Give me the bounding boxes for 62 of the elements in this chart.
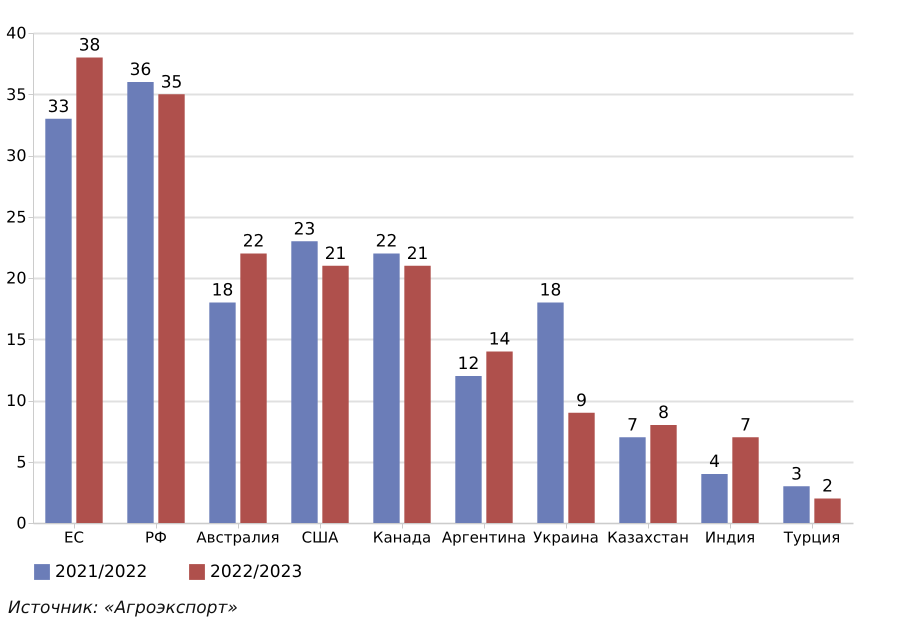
- data-label: 23: [294, 219, 316, 240]
- bar: [209, 302, 236, 523]
- data-label: 18: [212, 280, 234, 300]
- bar: [240, 254, 267, 523]
- y-tick-label: 35: [6, 84, 26, 104]
- data-label: 12: [458, 354, 480, 374]
- y-tick-label: 0: [16, 514, 26, 532]
- data-label: 18: [540, 280, 562, 300]
- data-label: 38: [78, 36, 100, 56]
- bar: [486, 352, 513, 523]
- x-tick-label: США: [302, 528, 340, 546]
- y-tick-label: 5: [16, 452, 26, 472]
- y-tick-label: 15: [6, 330, 26, 349]
- data-label: 7: [627, 415, 638, 436]
- y-tick-label: 30: [6, 146, 26, 165]
- x-tick-label: Турция: [782, 528, 840, 546]
- x-tick-label: РФ: [145, 528, 168, 546]
- bar: [127, 82, 154, 523]
- data-label: 33: [48, 96, 70, 117]
- data-label: 7: [740, 415, 751, 436]
- bar: [537, 302, 564, 523]
- y-tick-label: 40: [6, 24, 26, 42]
- bar: [158, 94, 185, 523]
- data-label: 21: [324, 244, 346, 264]
- y-tick-label: 10: [6, 391, 26, 410]
- bar: [783, 486, 810, 523]
- data-label: 3: [791, 464, 802, 484]
- bar: [650, 425, 677, 523]
- x-tick-label: ЕС: [64, 528, 84, 546]
- text: Источник: «Агроэкспорт»: [8, 598, 239, 618]
- data-label: 14: [488, 330, 510, 350]
- x-tick-label: Индия: [704, 528, 756, 546]
- x-tick-label: Канада: [372, 528, 432, 546]
- data-label: 2: [822, 476, 833, 496]
- x-tick-label: Аргентина: [442, 528, 526, 546]
- y-tick-label: 25: [6, 207, 26, 226]
- bar: [568, 412, 595, 523]
- bar: [814, 498, 841, 523]
- data-label: 9: [576, 390, 587, 411]
- bar: [322, 266, 349, 523]
- bar: [404, 266, 431, 523]
- data-label: 35: [160, 72, 182, 92]
- data-label: 8: [658, 403, 669, 423]
- bar: [701, 474, 728, 523]
- x-tick-label: Австралия: [196, 528, 280, 546]
- bar: [291, 241, 318, 523]
- data-label: 22: [242, 232, 264, 252]
- legend-label: 2021/2022: [55, 562, 148, 582]
- bar: [619, 437, 646, 523]
- x-tick-label: Украина: [533, 528, 599, 546]
- bar: [76, 58, 103, 523]
- legend-label: 2022/2023: [210, 562, 302, 582]
- data-label: 4: [709, 452, 720, 472]
- data-label: 21: [406, 244, 428, 264]
- y-tick-label: 20: [6, 268, 26, 288]
- bar: [455, 376, 482, 523]
- x-tick-label: Казахстан: [607, 528, 689, 546]
- bar: [732, 437, 759, 523]
- bar: [373, 254, 400, 523]
- data-label: 22: [376, 232, 398, 252]
- bar: [45, 118, 72, 523]
- data-label: 36: [130, 60, 152, 80]
